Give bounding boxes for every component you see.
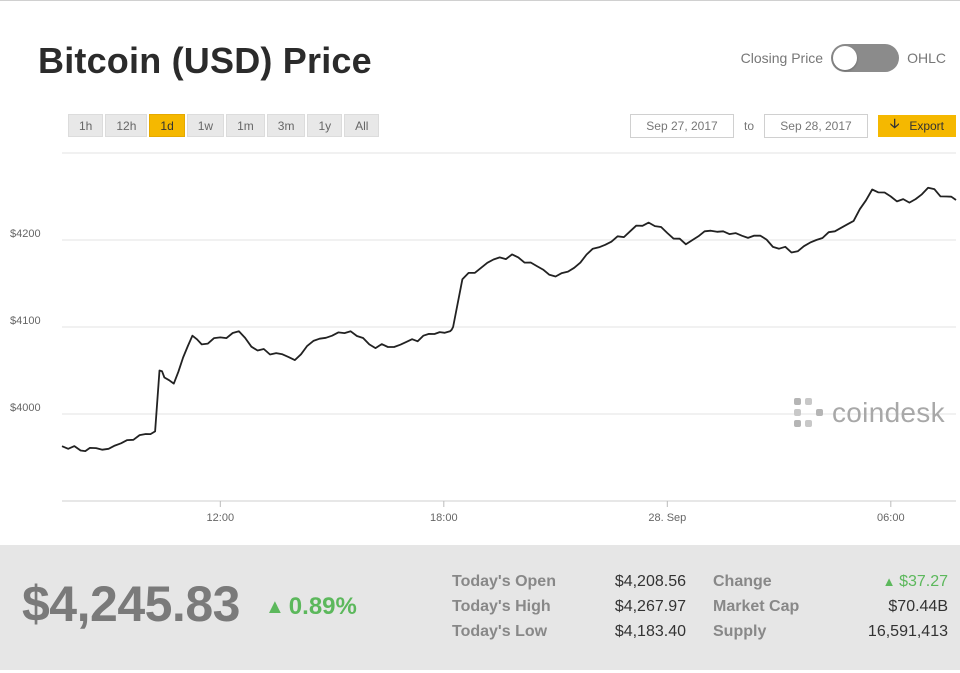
range-button-1w[interactable]: 1w [186,114,225,137]
market-cap-value: $70.44B [888,598,948,615]
change-label: Change [713,573,772,590]
todays-high-label: Today's High [452,598,551,615]
start-date-field[interactable]: Sep 27, 2017 [629,114,734,138]
x-tick-label: 18:00 [430,512,458,524]
range-button-all[interactable]: All [344,114,380,137]
change-up-icon: ▲ [882,574,900,589]
date-range-separator: to [743,119,754,133]
range-button-1y[interactable]: 1y [307,114,343,137]
x-tick-label: 12:00 [207,512,235,524]
range-button-1d[interactable]: 1d [149,114,185,137]
todays-open-value: $4,208.56 [614,573,686,590]
range-button-12h[interactable]: 12h [105,114,148,137]
closing-price-label: Closing Price [740,50,824,66]
export-button[interactable]: 🡣 Export [878,115,956,137]
todays-open-label: Today's Open [452,573,556,590]
export-label: Export [909,119,945,133]
y-tick-label: $4000 [10,402,41,414]
change-value: ▲ $37.27 [883,573,948,591]
range-button-1m[interactable]: 1m [226,114,265,137]
change-value-text: $37.27 [899,573,948,590]
price-mode-toggle[interactable] [831,44,900,72]
range-button-1h[interactable]: 1h [68,114,104,137]
current-price: $4,245.83 [22,576,240,632]
change-percent-value: 0.89% [288,593,357,620]
up-triangle-icon: ▲ [265,595,285,618]
todays-high-value: $4,267.97 [614,598,686,615]
coindesk-watermark: coindesk [792,396,945,430]
y-tick-label: $4200 [10,228,41,240]
toggle-knob [833,46,858,70]
supply-label: Supply [713,623,767,640]
ohlc-label: OHLC [907,50,946,66]
end-date-field[interactable]: Sep 28, 2017 [764,114,868,138]
range-button-3m[interactable]: 3m [266,114,306,137]
price-summary-panel: $4,245.83 ▲ 0.89% Today's Open $4,208.56… [0,545,960,670]
y-tick-label: $4100 [10,315,41,327]
range-selector: 1h 12h 1d 1w 1m 3m 1y All [68,114,380,137]
change-percent: ▲ 0.89% [265,593,357,621]
price-chart: $4000 $4100 $4200 12:00 18:00 28. Sep 06:00 [10,152,957,524]
page-title: Bitcoin (USD) Price [38,40,372,81]
market-cap-label: Market Cap [713,598,800,615]
price-series-line [61,186,957,452]
x-tick-label: 28. Sep [648,512,686,524]
download-arrow-icon: 🡣 [889,116,900,131]
top-border [0,0,960,6]
coindesk-wordmark: coindesk [832,397,945,428]
price-mode-toggle-group: Closing Price OHLC [741,44,946,72]
supply-value: 16,591,413 [867,623,948,640]
coindesk-logo-icon [794,398,823,427]
todays-low-label: Today's Low [452,623,548,640]
todays-low-value: $4,183.40 [614,623,686,640]
x-tick-label: 06:00 [877,512,905,524]
date-range-controls: Sep 27, 2017 to Sep 28, 2017 🡣 Export [629,114,956,138]
